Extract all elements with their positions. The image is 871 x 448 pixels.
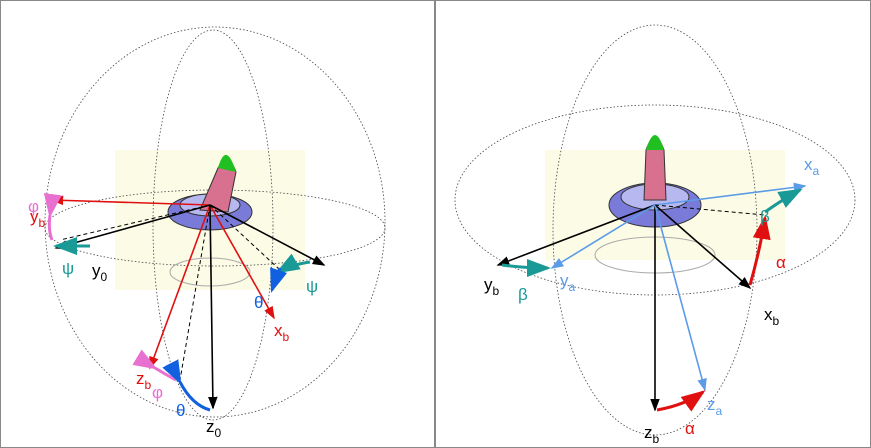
- label-text: α: [776, 253, 786, 272]
- axis-label: zb: [136, 369, 152, 392]
- axis-label: za: [707, 395, 723, 418]
- label-text: z: [136, 369, 145, 388]
- axis-label: yb: [30, 207, 46, 230]
- label-subscript: b: [773, 314, 780, 328]
- label-text: y: [92, 261, 101, 280]
- left-panel: [43, 26, 386, 421]
- label-subscript: b: [653, 432, 660, 446]
- axis-label: α: [776, 253, 786, 272]
- axis-label: θ: [254, 293, 263, 312]
- axis-label: φ: [28, 197, 39, 216]
- sphere: [44, 26, 386, 418]
- label-text: x: [804, 155, 813, 174]
- axis-label: z0: [206, 417, 222, 440]
- label-text: φ: [28, 197, 39, 216]
- meridian: [152, 29, 274, 421]
- label-text: x: [274, 321, 283, 340]
- axis-label: y0: [92, 261, 108, 284]
- axis-label: xa: [804, 155, 820, 178]
- label-subscript: a: [813, 164, 820, 178]
- label-subscript: 0: [215, 426, 222, 440]
- label-subscript: b: [39, 216, 46, 230]
- axis-label: θ: [176, 401, 185, 420]
- label-text: y: [30, 207, 39, 226]
- label-text: θ: [254, 293, 263, 312]
- label-subscript: b: [145, 378, 152, 392]
- label-text: β: [518, 285, 528, 304]
- rocket: [594, 135, 716, 274]
- label-subscript: b: [283, 330, 290, 344]
- label-text: z: [206, 417, 215, 436]
- right-panel: [454, 24, 856, 436]
- label-text: θ: [176, 401, 185, 420]
- label-text: z: [644, 423, 653, 442]
- label-text: x: [764, 305, 773, 324]
- label-text: φ: [152, 383, 163, 402]
- axis-label: zb: [644, 423, 660, 446]
- axis-label: ψ: [62, 259, 74, 278]
- label-text: ψ: [62, 259, 74, 278]
- label-subscript: a: [569, 280, 576, 294]
- label-text: z: [707, 395, 716, 414]
- label-subscript: b: [493, 284, 500, 298]
- axis-label: β: [760, 207, 770, 226]
- label-text: β: [760, 207, 770, 226]
- axis-label: φ: [152, 383, 163, 402]
- axis-label: yb: [484, 275, 500, 298]
- label-text: ψ: [306, 277, 318, 296]
- label-text: α: [685, 419, 695, 438]
- axis-label: ya: [560, 271, 576, 294]
- axis-label: α: [685, 419, 695, 438]
- label-subscript: 0: [101, 270, 108, 284]
- label-text: y: [560, 271, 569, 290]
- axis-label: β: [518, 285, 528, 304]
- axis-label: xb: [274, 321, 290, 344]
- equator: [44, 189, 386, 267]
- axis-label: ψ: [306, 277, 318, 296]
- axis-label: xb: [764, 305, 780, 328]
- label-subscript: a: [716, 404, 723, 418]
- label-text: y: [484, 275, 493, 294]
